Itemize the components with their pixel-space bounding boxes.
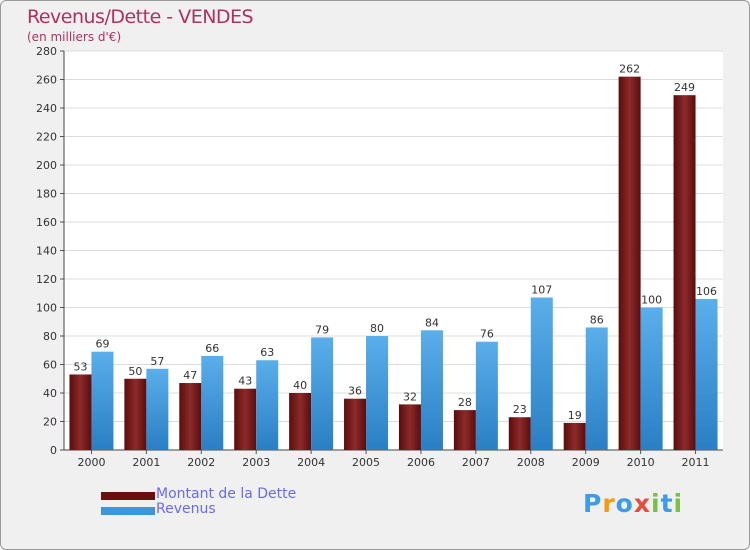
y-tick-label: 220 <box>36 131 57 144</box>
bar-revenue <box>201 355 224 450</box>
bar-debt <box>673 95 696 451</box>
data-label-debt: 32 <box>403 390 417 403</box>
data-label-debt: 43 <box>238 375 252 388</box>
bar-revenue <box>530 297 553 450</box>
data-label-debt: 53 <box>73 360 87 373</box>
y-tick-label: 180 <box>36 188 57 201</box>
bar-revenue <box>475 341 498 450</box>
bar-debt <box>398 404 421 450</box>
x-tick-label: 2000 <box>77 456 105 469</box>
logo-letter: x <box>633 489 651 518</box>
chart-subtitle: (en milliers d'€) <box>27 30 122 44</box>
y-tick-label: 260 <box>36 74 57 87</box>
data-label-revenue: 57 <box>150 355 164 368</box>
x-tick-label: 2009 <box>572 456 600 469</box>
bar-debt <box>124 378 147 450</box>
data-label-debt: 40 <box>293 379 307 392</box>
bar-debt <box>563 422 586 450</box>
chart-title: Revenus/Dette - VENDES <box>27 6 254 28</box>
x-tick-label: 2005 <box>352 456 380 469</box>
data-label-revenue: 107 <box>531 284 552 297</box>
legend-label-debt: Montant de la Dette <box>156 486 297 502</box>
data-label-revenue: 86 <box>590 313 604 326</box>
data-label-revenue: 79 <box>315 323 329 336</box>
legend-swatch-revenue <box>101 507 155 515</box>
data-label-debt: 23 <box>513 403 527 416</box>
bar-revenue <box>311 337 334 450</box>
logo-letter: o <box>615 489 634 518</box>
proxiti-logo: Proxiti <box>583 489 683 518</box>
x-tick-label: 2002 <box>187 456 215 469</box>
y-tick-label: 140 <box>36 245 57 258</box>
data-label-debt: 249 <box>674 81 695 94</box>
y-tick-label: 240 <box>36 102 57 115</box>
data-label-revenue: 69 <box>95 338 109 351</box>
bar-debt <box>234 388 257 450</box>
logo-letter: i <box>673 489 684 518</box>
x-tick-label: 2006 <box>407 456 435 469</box>
bar-debt <box>508 417 531 450</box>
bar-revenue <box>146 368 169 450</box>
x-tick-label: 2001 <box>132 456 160 469</box>
data-label-debt: 262 <box>619 63 640 76</box>
data-label-revenue: 106 <box>696 285 717 298</box>
bar-revenue <box>640 307 663 450</box>
data-label-debt: 28 <box>458 396 472 409</box>
data-label-revenue: 84 <box>425 316 439 329</box>
x-tick-label: 2010 <box>627 456 655 469</box>
bar-revenue <box>366 336 389 450</box>
y-tick-label: 60 <box>43 359 57 372</box>
data-label-revenue: 80 <box>370 322 384 335</box>
data-label-revenue: 100 <box>641 294 662 307</box>
data-label-debt: 50 <box>128 365 142 378</box>
bar-revenue <box>91 351 114 450</box>
x-tick-label: 2007 <box>462 456 490 469</box>
legend-swatch-debt <box>101 492 155 500</box>
data-label-revenue: 66 <box>205 342 219 355</box>
y-tick-label: 20 <box>43 416 57 429</box>
bar-debt <box>453 410 476 450</box>
y-tick-label: 280 <box>36 45 57 58</box>
data-label-revenue: 63 <box>260 346 274 359</box>
logo-letter: t <box>660 489 674 518</box>
logo-letter: r <box>602 489 616 518</box>
bar-debt <box>69 374 92 450</box>
data-label-revenue: 76 <box>480 328 494 341</box>
data-label-debt: 19 <box>568 409 582 422</box>
data-label-debt: 36 <box>348 385 362 398</box>
bar-debt <box>179 383 202 450</box>
y-tick-label: 120 <box>36 273 57 286</box>
y-tick-label: 0 <box>50 444 57 457</box>
data-label-debt: 47 <box>183 369 197 382</box>
y-tick-label: 40 <box>43 387 57 400</box>
x-tick-label: 2011 <box>682 456 710 469</box>
y-tick-label: 100 <box>36 302 57 315</box>
x-tick-label: 2008 <box>517 456 545 469</box>
legend-label-revenue: Revenus <box>156 501 216 517</box>
bar-debt <box>344 398 367 450</box>
bar-debt <box>618 76 641 451</box>
bar-revenue <box>695 298 718 450</box>
x-tick-label: 2004 <box>297 456 325 469</box>
bar-debt <box>289 393 312 450</box>
logo-letter: i <box>651 489 661 518</box>
y-tick-label: 80 <box>43 330 57 343</box>
bar-revenue <box>585 327 608 450</box>
y-tick-label: 160 <box>36 216 57 229</box>
bar-revenue <box>256 360 279 450</box>
bar-revenue <box>420 330 443 450</box>
logo-letter: P <box>583 489 603 518</box>
y-tick-label: 200 <box>36 159 57 172</box>
x-tick-label: 2003 <box>242 456 270 469</box>
